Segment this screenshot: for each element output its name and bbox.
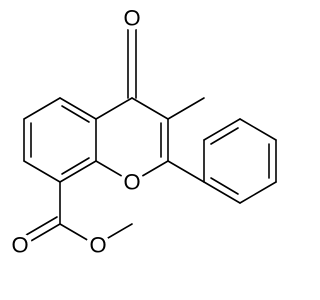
double-bond-inner	[210, 127, 239, 145]
bond	[59, 160, 97, 183]
bonds	[20, 27, 277, 246]
bond	[239, 181, 277, 204]
bond	[203, 181, 241, 204]
bond	[23, 97, 61, 120]
bond	[95, 97, 133, 120]
label-mask	[8, 233, 32, 257]
double-bond-inner	[61, 105, 90, 123]
bond	[23, 160, 61, 183]
label-mask	[86, 233, 110, 257]
label-mask	[120, 170, 144, 194]
atom-label: O	[11, 233, 28, 258]
bond	[131, 97, 169, 120]
label-mask	[120, 6, 144, 30]
atom-label: O	[123, 170, 140, 195]
bond	[59, 97, 97, 120]
atom-label: O	[89, 233, 106, 258]
bond	[239, 118, 277, 141]
double-bond-inner	[210, 177, 239, 195]
atom-labels: O O O O	[8, 6, 144, 258]
atom-label: O	[123, 6, 140, 31]
molecule-diagram: O O O O	[8, 5, 277, 258]
bond	[167, 160, 205, 183]
bond	[20, 216, 58, 239]
bond	[203, 118, 241, 141]
double-bond-inner	[61, 157, 90, 175]
bond	[167, 97, 205, 120]
